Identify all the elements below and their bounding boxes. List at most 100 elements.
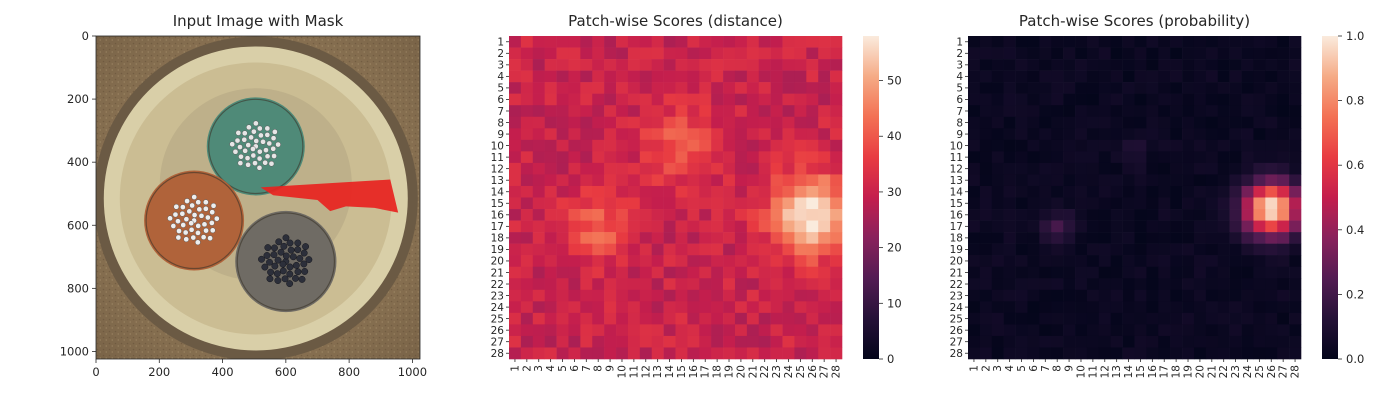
heatmap-cell: [758, 278, 771, 291]
heatmap-cell: [1158, 278, 1171, 291]
heatmap-cell: [758, 36, 771, 48]
heatmap-cell: [1241, 220, 1254, 233]
heatmap-cell: [663, 128, 676, 141]
heatmap-cell: [1193, 335, 1207, 348]
heatmap-cell: [556, 185, 569, 198]
heatmap-cell: [639, 139, 653, 152]
heatmap-cell: [639, 232, 653, 244]
heatmap-cell: [639, 82, 653, 94]
heatmap-cell: [1265, 59, 1278, 71]
heatmap-cell: [520, 151, 534, 164]
heatmap-cell: [1265, 335, 1278, 348]
heatmap-cell: [520, 324, 534, 337]
heatmap-cell: [509, 301, 522, 314]
heatmap-cell: [1182, 70, 1195, 83]
heatmap-cell: [1170, 335, 1183, 348]
heatmap-cell: [1170, 116, 1183, 129]
heatmap-cell: [770, 312, 783, 325]
heatmap-cell: [1182, 278, 1195, 291]
heatmap-cell: [723, 220, 736, 233]
heatmap-cell: [556, 289, 569, 302]
heatmap-cell: [711, 82, 724, 94]
heatmap-cell: [1158, 116, 1171, 129]
col-tick-label: 18: [1171, 365, 1183, 378]
heatmap-cell: [1253, 324, 1266, 337]
heatmap-cell: [758, 243, 771, 256]
heatmap-cell: [746, 47, 760, 60]
heatmap-cell: [734, 70, 748, 83]
heatmap-cell: [758, 324, 771, 337]
heatmap-cell: [758, 312, 771, 325]
heatmap-cell: [968, 335, 981, 348]
heatmap-cell: [1205, 82, 1219, 94]
heatmap-cell: [556, 128, 569, 141]
heatmap-cell: [1205, 139, 1219, 152]
heatmap-cell: [1086, 36, 1100, 48]
heatmap-cell: [1146, 335, 1159, 348]
heatmap-cell: [1229, 312, 1242, 325]
heatmap-cell: [1015, 255, 1028, 268]
row-tick-label: 11: [491, 152, 504, 164]
heatmap-cell: [1146, 82, 1159, 94]
heatmap-cell: [1146, 105, 1159, 118]
heatmap-cell: [1253, 197, 1266, 210]
heatmap-cell: [687, 289, 700, 302]
heatmap-cell: [568, 93, 581, 106]
heatmap-cell: [675, 301, 688, 314]
heatmap-cell: [532, 128, 545, 141]
col-tick-label: 22: [759, 365, 771, 378]
colorbar: [1322, 36, 1338, 359]
heatmap-cell: [806, 289, 819, 302]
heatmap-cell: [794, 255, 807, 268]
heatmap-cell: [604, 220, 617, 233]
heatmap-cell: [746, 243, 760, 256]
heatmap-cell: [758, 47, 771, 60]
heatmap-cell: [663, 47, 676, 60]
heatmap-cell: [687, 197, 700, 210]
heatmap-cell: [782, 116, 795, 129]
heatmap-cell: [1146, 278, 1159, 291]
heatmap-cell: [818, 266, 831, 279]
heatmap-cell: [1241, 197, 1254, 210]
heatmap-cell: [1003, 82, 1016, 94]
heatmap-cell: [568, 209, 581, 221]
heatmap-cell: [1229, 116, 1242, 129]
heatmap-cell: [687, 209, 700, 221]
heatmap-cell: [1134, 93, 1147, 106]
heatmap-cell: [509, 209, 522, 221]
row-tick-label: 5: [497, 83, 504, 95]
heatmap-cell: [1003, 255, 1016, 268]
heatmap-cell: [663, 116, 676, 129]
heatmap-cell: [1086, 93, 1100, 106]
heatmap-cell: [770, 128, 783, 141]
gray-cable: [235, 210, 337, 313]
heatmap-cell: [687, 116, 700, 129]
heatmap-cell: [1277, 232, 1290, 244]
heatmap-cell: [592, 93, 605, 106]
heatmap-cell: [556, 116, 569, 129]
col-tick-label: 12: [640, 365, 652, 378]
heatmap-cell: [1110, 116, 1123, 129]
heatmap-cell: [1003, 220, 1016, 233]
heatmap-cell: [1193, 278, 1207, 291]
heatmap-cell: [675, 197, 688, 210]
heatmap-cell: [616, 93, 629, 106]
heatmap-cell: [818, 116, 831, 129]
heatmap-cell: [556, 162, 569, 175]
heatmap-cell: [1289, 151, 1302, 164]
heatmap-cell: [1193, 197, 1207, 210]
heatmap-cell: [1193, 301, 1207, 314]
colorbar-tick-label: 0.6: [1346, 158, 1364, 172]
heatmap-cell: [568, 139, 581, 152]
heatmap-cell: [651, 47, 664, 60]
heatmap-cell: [675, 82, 688, 94]
heatmap-cell: [556, 82, 569, 94]
heatmap-cell: [1075, 232, 1088, 244]
heatmap-cell: [509, 128, 522, 141]
heatmap-cell: [1253, 232, 1266, 244]
heatmap-cell: [1098, 162, 1112, 175]
heatmap-cell: [818, 324, 831, 337]
heatmap-cell: [1086, 82, 1100, 94]
heatmap-cell: [1253, 59, 1266, 71]
heatmap-cell: [651, 255, 664, 268]
